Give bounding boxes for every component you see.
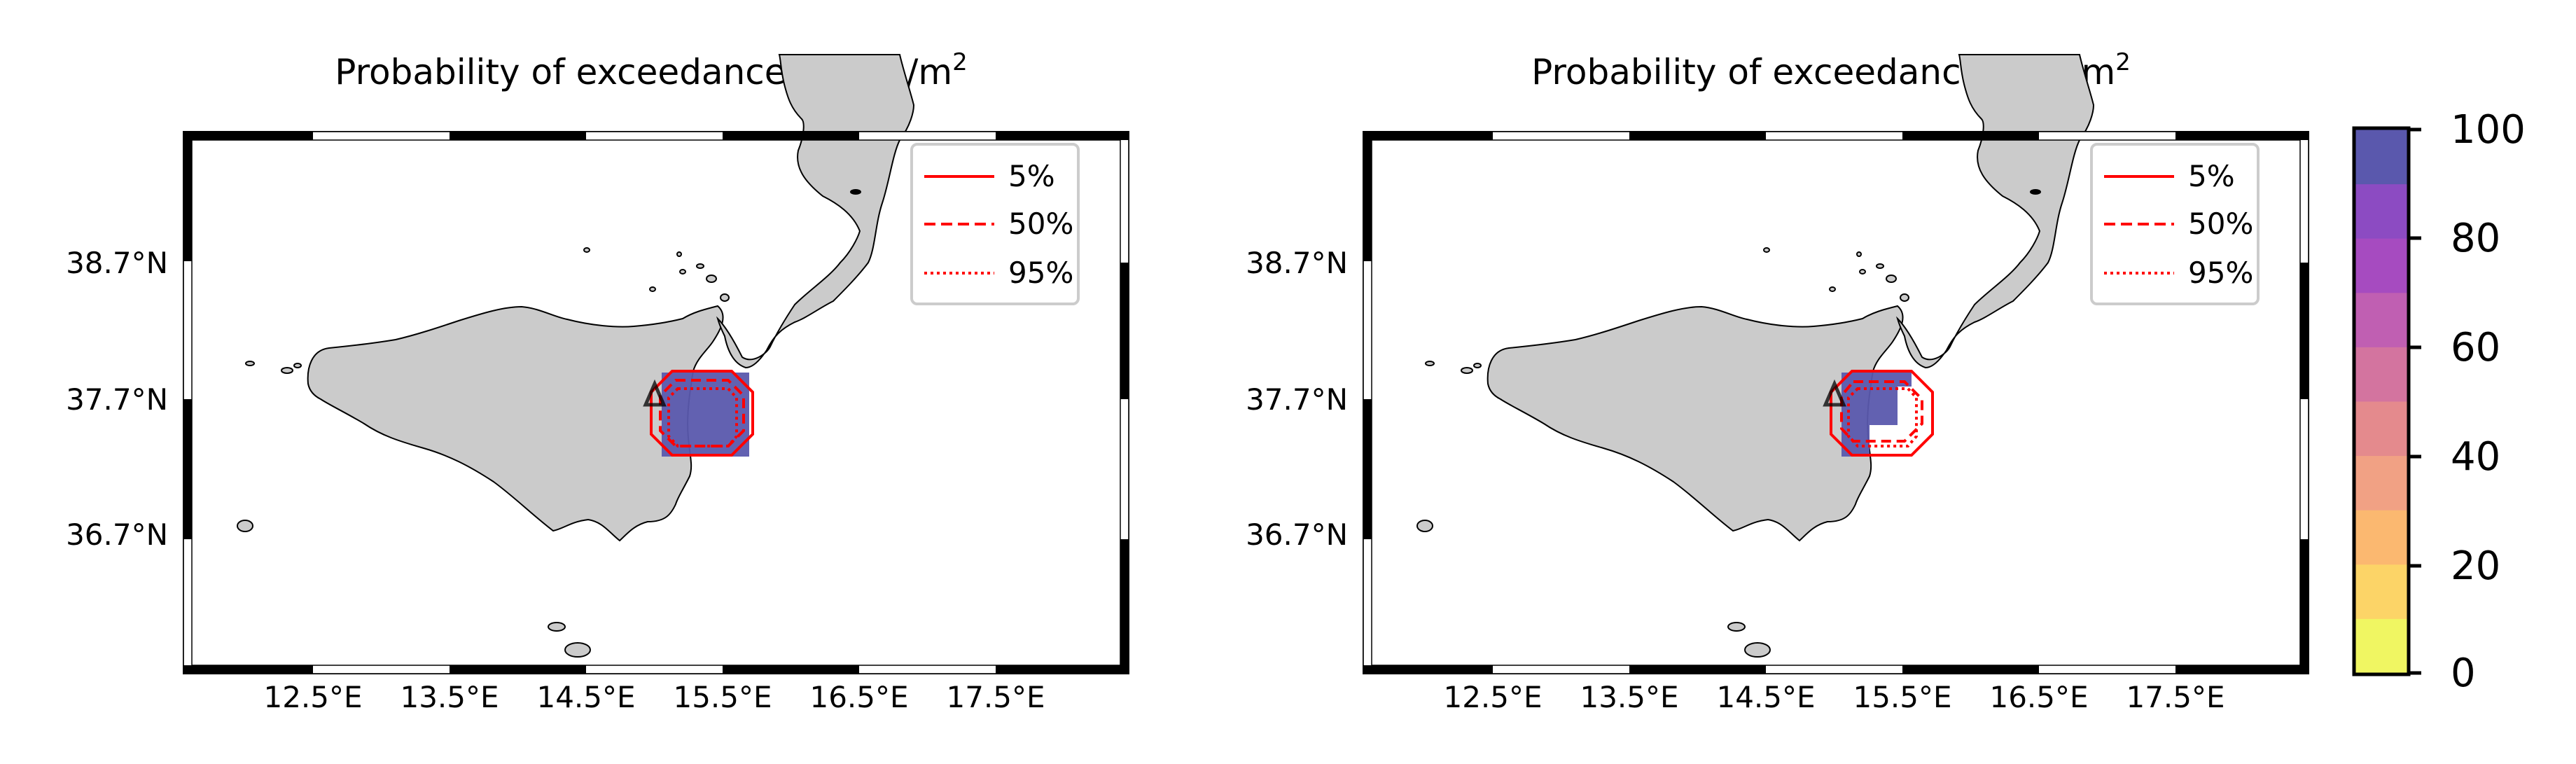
colorbar-tick: 0 [2451,651,2476,696]
colorbar: 100 80 60 40 20 0 [2352,107,2526,696]
colorbar-cell [2354,130,2409,185]
lon-label: 17.5°E [2126,680,2225,714]
map-panel-2: Probability of exceedance 5 kg/m2 5% 50%… [1246,48,2309,714]
lon-label: 12.5°E [1443,680,1542,714]
lon-label: 14.5°E [536,680,635,714]
colorbar-tick: 100 [2451,107,2526,153]
lat-label: 36.7°N [1246,518,1348,552]
lat-label: 37.7°N [66,382,168,417]
map-panel-1: Probability of exceedance 0.5 kg/m2 5% 5… [66,48,1129,714]
lon-label: 13.5°E [400,680,499,714]
legend-entry: 5% [2188,159,2235,193]
colorbar-cell [2354,292,2409,347]
legend-entry: 95% [2188,256,2253,290]
lon-label: 16.5°E [809,680,908,714]
lon-label: 16.5°E [1989,680,2088,714]
lon-label: 15.5°E [673,680,772,714]
lat-label: 36.7°N [66,518,168,552]
colorbar-cell [2354,183,2409,239]
lon-label: 15.5°E [1853,680,1951,714]
legend-entry: 5% [1008,159,1055,193]
lon-label: 14.5°E [1716,680,1815,714]
colorbar-cell [2354,455,2409,511]
colorbar-tick: 60 [2451,325,2500,370]
lat-label: 37.7°N [1246,382,1348,417]
colorbar-tick: 20 [2451,543,2500,589]
lon-label: 17.5°E [946,680,1045,714]
colorbar-tick: 80 [2451,216,2500,261]
colorbar-cell [2354,564,2409,619]
legend-entry: 50% [1008,207,1073,241]
legend-entry: 95% [1008,256,1073,290]
colorbar-cell [2354,618,2409,674]
lon-label: 12.5°E [263,680,362,714]
colorbar-tick: 40 [2451,434,2500,480]
colorbar-cell [2354,401,2409,457]
lon-label: 13.5°E [1580,680,1678,714]
colorbar-cell [2354,347,2409,402]
legend-entry: 50% [2188,207,2253,241]
colorbar-cell [2354,238,2409,293]
colorbar-cell [2354,510,2409,565]
lat-label: 38.7°N [1246,246,1348,280]
lat-label: 38.7°N [66,246,168,280]
